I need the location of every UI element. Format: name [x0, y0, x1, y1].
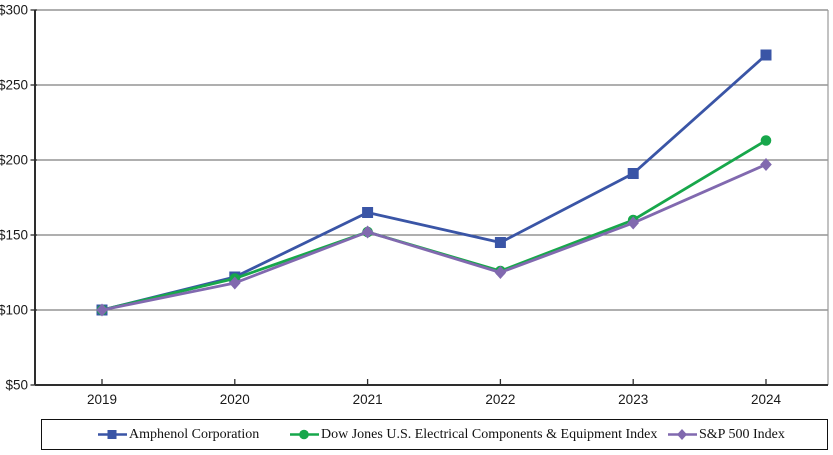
y-tick-label: $50: [5, 378, 28, 393]
performance-line-chart: $300 $250 $200 $150 $100 $50 2019 2020 2021 2022 2…: [0, 3, 829, 407]
legend-item-dowjones: Dow Jones U.S. Electrical Components & E…: [289, 420, 657, 449]
data-point-marker: [760, 158, 772, 171]
legend-label-amphenol: Amphenol Corporation: [129, 426, 260, 442]
data-point-marker: [96, 303, 108, 317]
legend-label-sp500: S&P 500 Index: [699, 426, 785, 442]
data-point-marker: [627, 168, 639, 179]
y-tick-label: $300: [0, 3, 28, 18]
y-tick-label: $200: [0, 153, 28, 168]
y-tick-label: $100: [0, 303, 28, 318]
legend-item-amphenol: Amphenol Corporation: [97, 420, 259, 449]
series-line-2: [100, 163, 768, 312]
x-tick-label: 2020: [220, 392, 250, 407]
data-point-marker: [229, 276, 241, 290]
data-point-marker: [494, 237, 506, 248]
x-tick-label: 2023: [618, 392, 648, 407]
sp500-diamond-marker-icon: [668, 429, 697, 440]
data-point-marker: [627, 216, 639, 230]
dowjones-circle-marker-icon: [290, 429, 319, 440]
x-tick-label: 2022: [485, 392, 515, 407]
data-point-marker: [361, 225, 374, 239]
data-point-marker: [760, 49, 772, 61]
legend-item-sp500: S&P 500 Index: [667, 420, 785, 449]
data-point-marker: [760, 135, 772, 146]
legend-label-dowjones: Dow Jones U.S. Electrical Components & E…: [321, 426, 658, 442]
data-point-marker: [362, 207, 374, 218]
x-tick-label: 2021: [353, 392, 383, 407]
x-tick-label: 2019: [87, 392, 117, 407]
y-tick-label: $150: [0, 228, 28, 243]
series-line-0: [100, 53, 768, 312]
y-tick-label: $250: [0, 78, 28, 93]
amphenol-square-marker-icon: [98, 430, 127, 439]
chart-legend: Amphenol Corporation Dow Jones U.S. Elec…: [41, 419, 828, 450]
x-tick-label: 2024: [751, 392, 782, 407]
data-point-marker: [494, 266, 507, 279]
